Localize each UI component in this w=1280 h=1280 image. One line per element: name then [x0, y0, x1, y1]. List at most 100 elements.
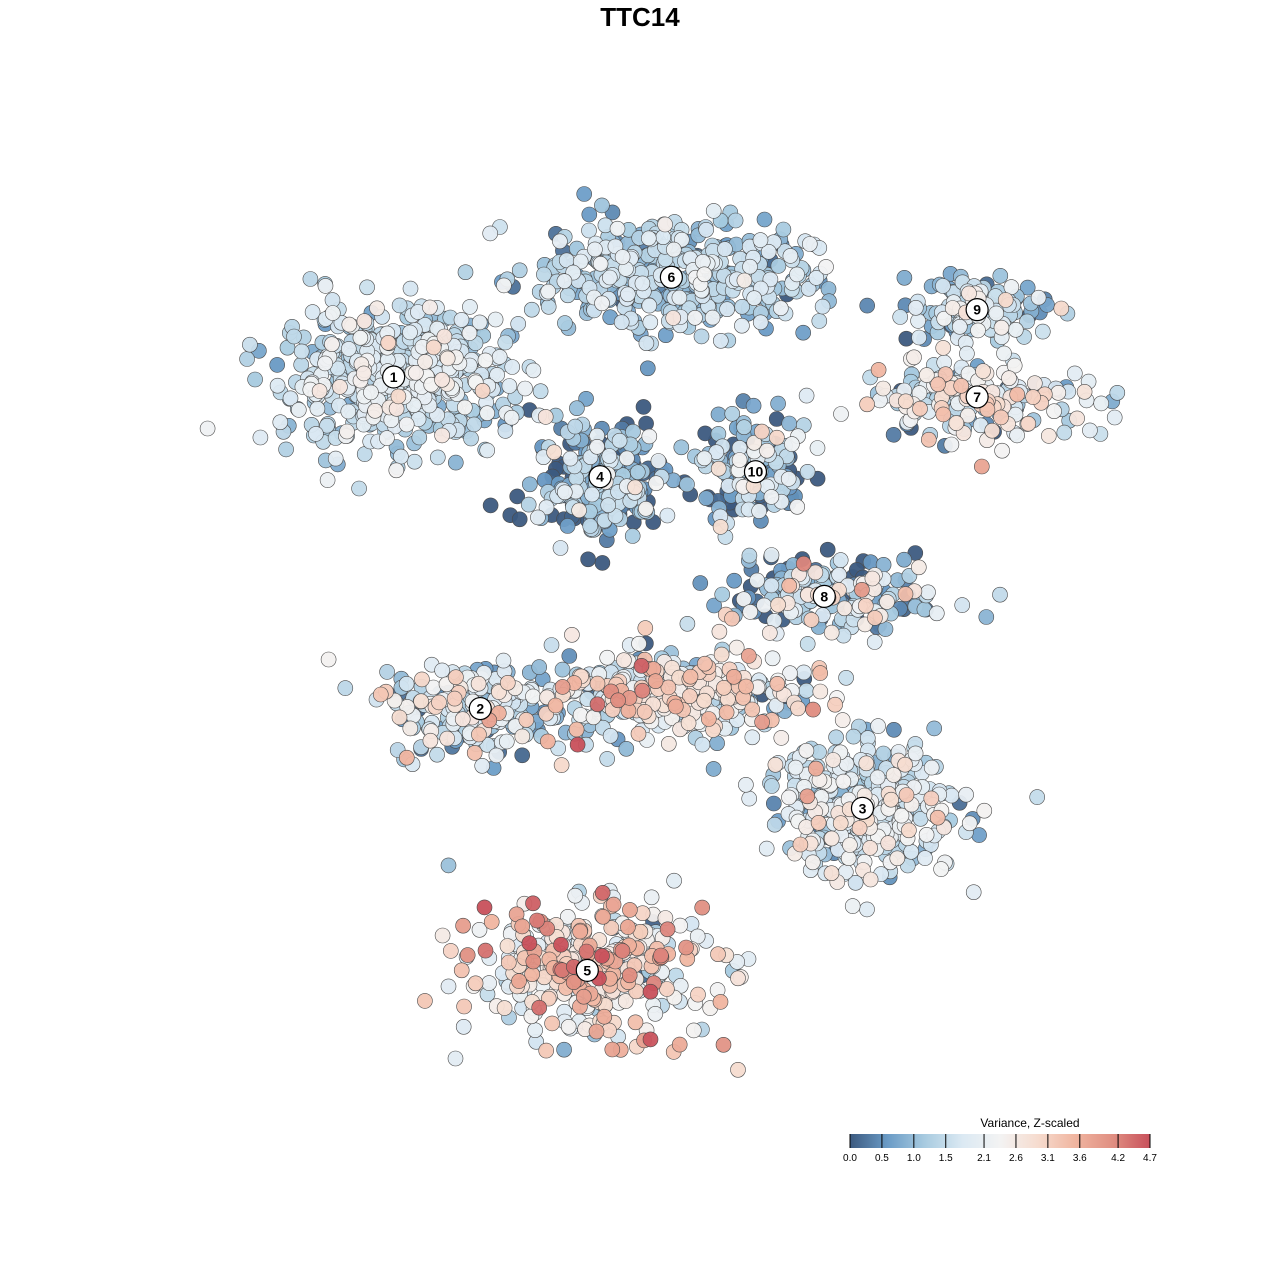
- data-point: [496, 1000, 513, 1016]
- cluster-label-text: 7: [973, 389, 981, 405]
- color-legend: Variance, Z-scaled 0.0 0.5 1.0 1.5 2.1 2.6 3.1…: [843, 1116, 1157, 1164]
- data-point: [789, 498, 806, 515]
- data-point: [581, 222, 597, 239]
- data-point: [736, 419, 752, 436]
- cluster-label-text: 9: [973, 302, 981, 318]
- data-point: [495, 652, 512, 669]
- chart-title: TTC14: [600, 2, 680, 32]
- data-point: [605, 896, 622, 913]
- data-point: [341, 316, 358, 333]
- data-point: [870, 718, 886, 734]
- data-point: [521, 935, 538, 952]
- data-point: [369, 300, 385, 317]
- data-point: [879, 594, 895, 610]
- data-point: [726, 572, 743, 589]
- data-point: [857, 597, 874, 614]
- data-point: [320, 651, 337, 668]
- data-point: [929, 809, 946, 826]
- data-point: [630, 725, 647, 742]
- data-point: [455, 1019, 472, 1035]
- data-point: [554, 679, 571, 695]
- data-point: [885, 767, 902, 783]
- data-point: [425, 339, 442, 356]
- data-point: [866, 634, 883, 650]
- data-point: [1082, 422, 1098, 439]
- data-point: [620, 286, 636, 303]
- data-point: [462, 299, 478, 315]
- data-point: [840, 850, 857, 867]
- data-point: [540, 298, 557, 315]
- data-point: [1076, 383, 1093, 400]
- data-point: [799, 636, 816, 652]
- data-point: [453, 962, 470, 979]
- data-point: [467, 975, 484, 992]
- data-point: [500, 954, 517, 971]
- data-point: [679, 476, 695, 493]
- data-point: [993, 319, 1010, 336]
- data-point: [293, 356, 310, 373]
- data-point: [724, 405, 741, 422]
- data-point: [1035, 323, 1051, 340]
- data-point: [594, 295, 610, 312]
- data-point: [631, 635, 647, 652]
- data-point: [592, 255, 609, 272]
- data-point: [790, 700, 806, 717]
- data-point: [581, 206, 598, 223]
- data-point: [742, 604, 759, 620]
- data-point: [547, 697, 564, 714]
- legend-tick-label: 3.1: [1041, 1153, 1055, 1164]
- data-point: [727, 212, 744, 229]
- data-point: [483, 914, 500, 930]
- data-point: [765, 795, 782, 812]
- data-point: [391, 297, 408, 314]
- data-point: [569, 736, 586, 753]
- cluster-label-text: 5: [583, 962, 591, 978]
- data-point: [741, 790, 758, 807]
- data-point: [585, 709, 602, 726]
- data-point: [479, 442, 496, 459]
- data-point: [711, 623, 728, 640]
- data-point: [970, 322, 986, 339]
- data-point: [835, 773, 852, 790]
- data-point: [290, 402, 307, 418]
- data-point: [561, 648, 578, 664]
- data-point: [911, 329, 927, 346]
- data-point: [650, 453, 667, 469]
- data-point: [572, 707, 589, 723]
- data-point: [730, 970, 746, 987]
- data-point: [713, 646, 730, 663]
- data-point: [599, 649, 616, 666]
- data-point: [1041, 428, 1057, 444]
- cluster-label-text: 8: [820, 588, 828, 604]
- data-point: [988, 305, 1005, 322]
- data-point: [553, 757, 570, 773]
- data-point: [553, 936, 569, 953]
- data-point: [926, 720, 943, 737]
- data-point: [474, 382, 491, 399]
- data-point: [509, 488, 526, 505]
- data-point: [521, 476, 538, 493]
- data-point: [697, 425, 714, 442]
- data-point: [665, 241, 682, 258]
- data-point: [869, 769, 886, 786]
- data-point: [789, 266, 805, 283]
- data-point: [679, 615, 696, 632]
- data-point: [862, 871, 879, 888]
- data-point: [859, 396, 875, 413]
- data-point: [1067, 365, 1083, 382]
- data-point: [595, 908, 611, 925]
- data-point: [319, 417, 335, 434]
- data-point: [883, 791, 899, 808]
- data-point: [489, 367, 505, 383]
- data-point: [309, 400, 326, 417]
- data-point: [795, 324, 812, 341]
- data-point: [286, 328, 302, 345]
- data-point: [912, 400, 928, 417]
- data-point: [538, 1042, 555, 1059]
- data-point: [388, 462, 405, 479]
- data-point: [589, 696, 606, 713]
- data-point: [556, 1041, 572, 1058]
- data-point: [1050, 384, 1067, 401]
- data-point: [584, 486, 600, 503]
- data-point: [726, 668, 742, 685]
